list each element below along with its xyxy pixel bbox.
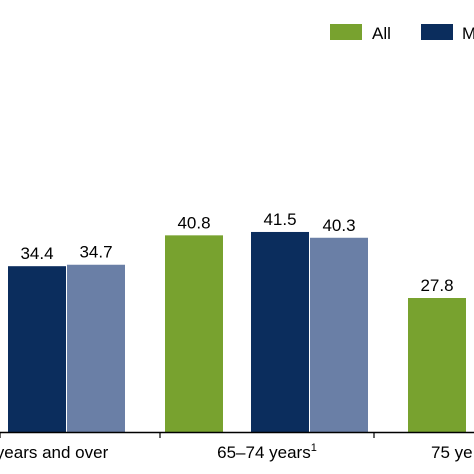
data-labels-layer: 34.4 34.7 40.8 41.5 40.3 27.8 [20,210,453,295]
data-label: 40.8 [177,213,210,232]
x-tick-label: years and over [0,443,109,462]
bar-series3-1 [310,237,368,432]
data-label: 27.8 [420,276,453,295]
x-tick-labels-layer: years and over 65–74 years1 75 ye [0,432,473,462]
bar-all-2 [408,298,466,432]
legend-label-m: M [462,24,474,43]
legend-swatch-all [330,24,362,40]
bars-layer [8,231,466,432]
bar-all-1 [165,235,223,432]
data-label: 41.5 [263,210,296,229]
bar-series3-0 [67,264,125,432]
legend-label-all: All [372,24,391,43]
bar-m-1 [251,231,309,432]
data-label: 34.4 [20,244,53,263]
data-label: 34.7 [79,243,112,262]
data-label: 40.3 [322,216,355,235]
bar-m-0 [8,266,66,432]
legend: All M [330,24,474,43]
x-tick-label: 65–74 years1 [217,442,317,462]
x-tick-label: 75 ye [431,443,473,462]
legend-swatch-m [421,24,453,40]
